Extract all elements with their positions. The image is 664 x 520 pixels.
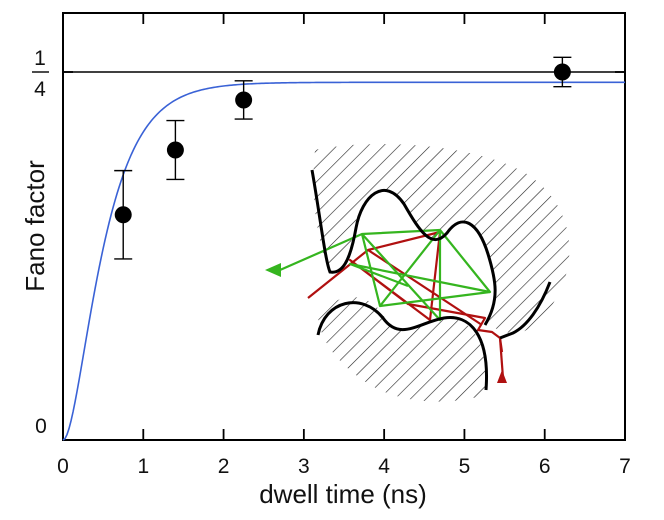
inset-wall-left-upper xyxy=(310,169,497,326)
inset-wall-lower xyxy=(316,301,489,391)
y-axis-label: Fano factor xyxy=(20,160,50,292)
x-tick-label-4: 4 xyxy=(378,455,390,478)
data-point-2 xyxy=(235,91,253,109)
data-point-3 xyxy=(553,63,571,81)
data-point-0 xyxy=(114,206,132,224)
y-tick-label-quarter-denominator: 4 xyxy=(34,78,46,101)
x-tick-label-6: 6 xyxy=(539,455,551,478)
inset-red-arrow-shaft xyxy=(498,337,505,379)
axis-ticks xyxy=(62,13,626,441)
chaotic-cavity-inset xyxy=(265,144,570,402)
inset-green-arrowhead xyxy=(265,263,281,277)
y-tick-label-zero: 0 xyxy=(35,415,47,438)
inset-green-rays xyxy=(279,228,492,322)
fit-curve xyxy=(62,81,625,441)
plot-frame xyxy=(62,12,626,441)
x-tick-labels: 0 1 2 3 4 5 6 7 xyxy=(57,455,631,478)
y-tick-label-quarter-numerator: 1 xyxy=(34,47,46,70)
fit-curve-group xyxy=(62,81,625,441)
x-tick-label-3: 3 xyxy=(298,455,310,478)
inset-wall-right xyxy=(499,281,552,340)
x-tick-label-2: 2 xyxy=(218,455,230,478)
x-tick-label-0: 0 xyxy=(57,455,69,478)
data-points-group xyxy=(114,56,572,260)
x-axis-label: dwell time (ns) xyxy=(259,479,427,509)
x-tick-label-7: 7 xyxy=(619,455,631,478)
data-point-1 xyxy=(166,141,184,159)
x-tick-label-5: 5 xyxy=(459,455,471,478)
x-tick-label-1: 1 xyxy=(137,455,149,478)
